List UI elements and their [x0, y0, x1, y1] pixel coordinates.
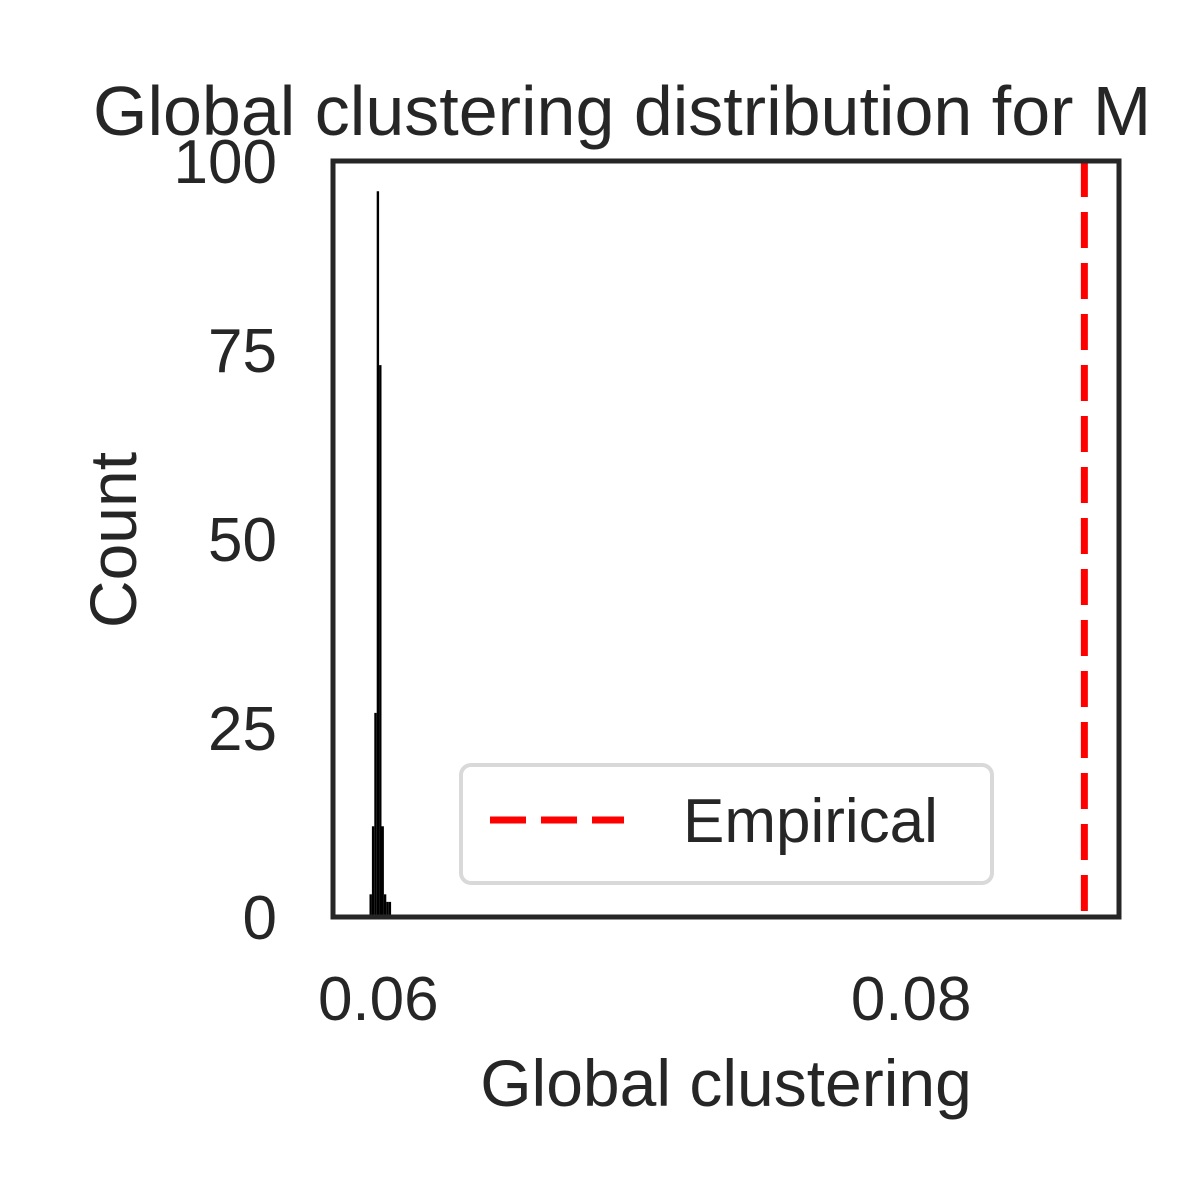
histogram-bar-5	[381, 826, 384, 917]
histogram-bar-0	[369, 894, 372, 917]
histogram-bar-4	[379, 365, 382, 917]
chart-title: Global clustering distribution for M	[93, 72, 1151, 150]
y-tick-label-1: 25	[208, 695, 277, 764]
plot-frame	[330, 158, 1122, 920]
y-axis-ticks: 0 25 50 75 100	[174, 128, 277, 953]
legend: Empirical	[459, 763, 994, 885]
legend-label-empirical: Empirical	[683, 787, 938, 856]
histogram-bar-7	[386, 901, 389, 917]
y-tick-label-2: 50	[208, 506, 277, 575]
histogram-bar-8	[388, 901, 392, 917]
histogram-bars	[369, 191, 392, 918]
histogram-bar-1	[371, 826, 375, 917]
y-tick-label-3: 75	[208, 317, 277, 386]
x-axis-ticks: 0.06 0.08	[318, 965, 972, 1034]
y-tick-label-0: 0	[243, 884, 277, 953]
histogram-bar-3	[376, 191, 380, 918]
x-axis-label: Global clustering	[480, 1046, 972, 1120]
histogram-bar-6	[383, 894, 387, 917]
histogram-bar-2	[374, 712, 377, 917]
y-axis-label: Count	[76, 452, 150, 628]
x-tick-label-1: 0.08	[851, 965, 972, 1034]
x-tick-label-0: 0.06	[318, 965, 439, 1034]
y-tick-label-4: 100	[174, 128, 277, 197]
legend-box	[459, 763, 994, 885]
